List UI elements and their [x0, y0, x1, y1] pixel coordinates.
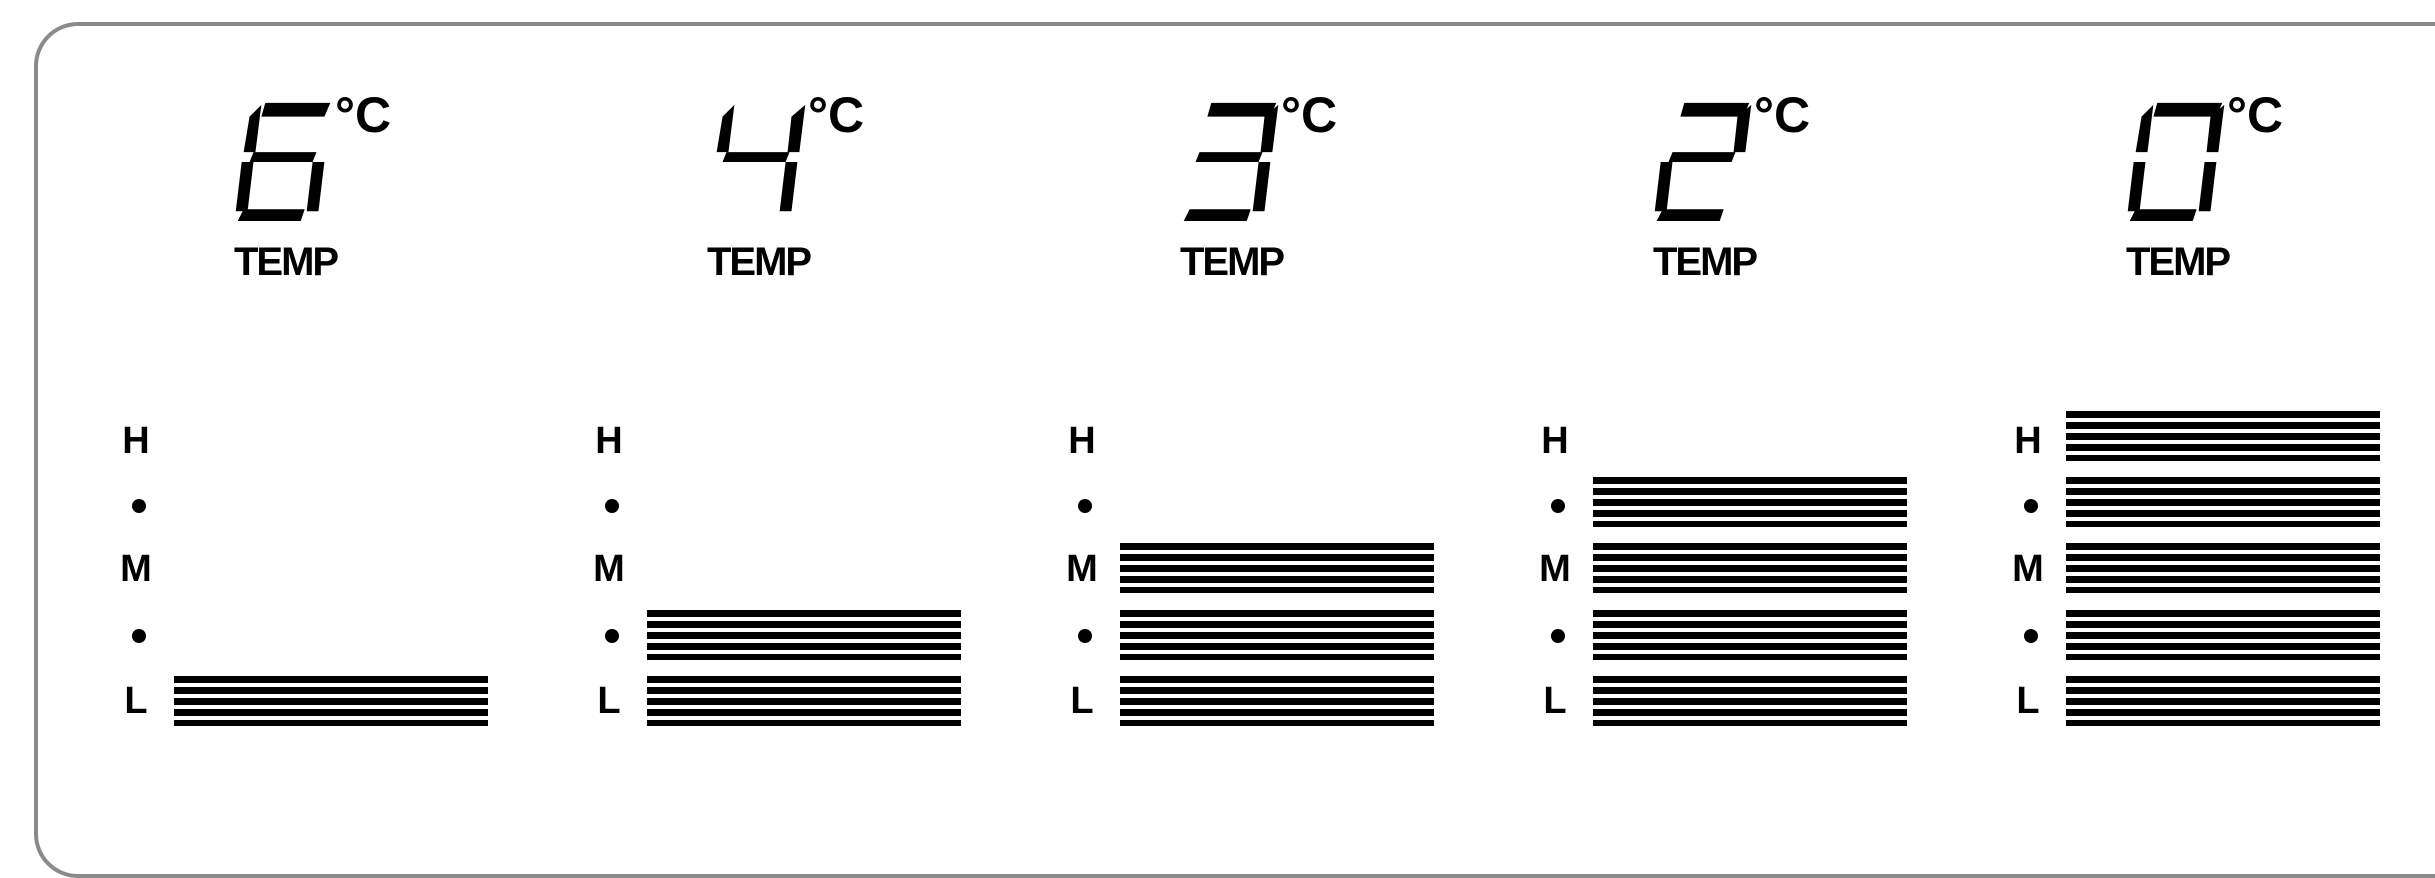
level-label-low: L: [597, 680, 621, 722]
level-bar: [1593, 543, 1907, 593]
level-label-low: L: [1543, 680, 1567, 722]
segment-g: [722, 152, 790, 162]
segment-e: [235, 161, 254, 212]
level-bar: [2066, 411, 2380, 461]
level-label-medium: M: [120, 548, 152, 590]
level-dot: [132, 629, 146, 643]
level-dot: [2024, 499, 2038, 513]
level-label-medium: M: [593, 548, 625, 590]
level-label-high: H: [2014, 420, 2042, 462]
seven-segment-digit: 4: [707, 95, 806, 212]
level-dot: [132, 499, 146, 513]
temp-label: TEMP: [707, 240, 812, 284]
segment-a: [1680, 102, 1750, 117]
seven-segment-digit: 2: [1653, 95, 1752, 222]
level-bar: [647, 610, 961, 660]
svg-text:4: 4: [707, 95, 715, 99]
segment-b: [787, 104, 806, 153]
segment-f: [2135, 104, 2154, 153]
degree-unit: °C: [808, 87, 865, 143]
level-label-low: L: [2016, 680, 2040, 722]
svg-text:0: 0: [2126, 95, 2134, 99]
temp-label: TEMP: [2126, 240, 2231, 284]
level-label-high: H: [1068, 420, 1096, 462]
level-bar: [2066, 610, 2380, 660]
level-dot: [1078, 499, 1092, 513]
level-bar: [2066, 477, 2380, 527]
temp-setting-2: 3 °C TEMP H M L: [1066, 0, 1496, 820]
svg-text:3: 3: [1180, 95, 1188, 99]
level-bar: [1593, 477, 1907, 527]
level-dot: [1078, 629, 1092, 643]
level-bar: [1593, 610, 1907, 660]
segment-g: [1195, 152, 1263, 162]
temp-setting-1: 4 °C TEMP H M L: [593, 0, 1023, 820]
level-bar: [2066, 676, 2380, 726]
segment-c: [2198, 161, 2217, 212]
segment-f: [716, 104, 735, 153]
level-bar: [1120, 543, 1434, 593]
segment-g: [1668, 152, 1736, 162]
segment-a: [1207, 102, 1277, 117]
level-bar: [1593, 676, 1907, 726]
level-label-medium: M: [1066, 548, 1098, 590]
level-bar: [174, 676, 488, 726]
level-bar: [647, 676, 961, 726]
temp-label: TEMP: [1180, 240, 1285, 284]
temp-setting-4: 0 °C TEMP H M L: [2012, 0, 2435, 820]
segment-e: [1654, 161, 1673, 212]
segment-b: [2206, 104, 2225, 153]
level-label-low: L: [124, 680, 148, 722]
seven-segment-digit: 3: [1180, 95, 1279, 222]
level-dot: [2024, 629, 2038, 643]
level-label-medium: M: [1539, 548, 1571, 590]
segment-d: [2129, 209, 2197, 222]
temp-setting-0: 6 °C TEMP H M L: [120, 0, 550, 820]
segment-c: [779, 161, 798, 212]
display-panel: [34, 22, 2435, 878]
segment-c: [1252, 161, 1271, 212]
degree-unit: °C: [1281, 87, 1338, 143]
segment-d: [237, 209, 305, 222]
level-dot: [1551, 499, 1565, 513]
level-label-medium: M: [2012, 548, 2044, 590]
level-dot: [1551, 629, 1565, 643]
segment-a: [261, 102, 331, 117]
level-bar: [2066, 543, 2380, 593]
segment-e: [2127, 161, 2146, 212]
seven-segment-digit: 0: [2126, 95, 2225, 222]
segment-d: [1656, 209, 1724, 222]
level-label-high: H: [1541, 420, 1569, 462]
segment-d: [1183, 209, 1251, 222]
segment-f: [243, 104, 262, 153]
segment-g: [249, 152, 317, 162]
level-label-high: H: [595, 420, 623, 462]
segment-b: [1260, 104, 1279, 153]
level-bar: [1120, 676, 1434, 726]
temp-setting-3: 2 °C TEMP H M L: [1539, 0, 1969, 820]
segment-b: [1733, 104, 1752, 153]
degree-unit: °C: [335, 87, 392, 143]
degree-unit: °C: [1754, 87, 1811, 143]
level-bar: [1120, 610, 1434, 660]
svg-text:6: 6: [234, 95, 242, 99]
level-dot: [605, 629, 619, 643]
temp-label: TEMP: [1653, 240, 1758, 284]
svg-text:2: 2: [1653, 95, 1661, 99]
level-label-high: H: [122, 420, 150, 462]
segment-a: [2153, 102, 2223, 117]
segment-c: [306, 161, 325, 212]
seven-segment-digit: 6: [234, 95, 331, 222]
level-dot: [605, 499, 619, 513]
degree-unit: °C: [2227, 87, 2284, 143]
level-label-low: L: [1070, 680, 1094, 722]
temp-label: TEMP: [234, 240, 339, 284]
